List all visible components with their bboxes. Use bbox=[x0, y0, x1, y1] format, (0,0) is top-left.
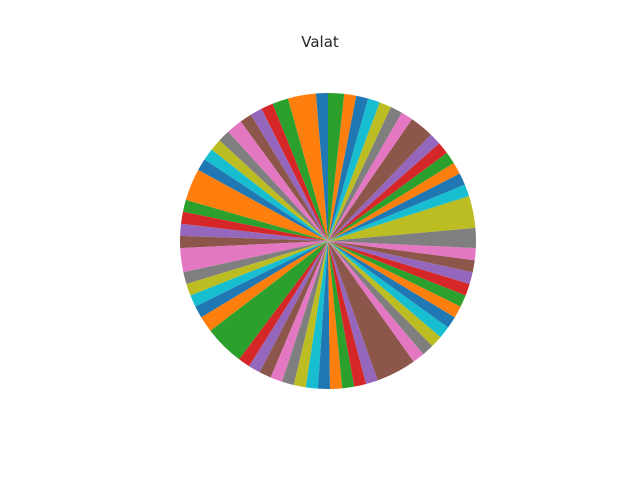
pie-slice bbox=[328, 227, 476, 249]
pie-slice bbox=[328, 241, 367, 387]
pie-slice bbox=[328, 241, 475, 273]
pie-slice bbox=[282, 241, 328, 385]
pie-slice bbox=[190, 241, 328, 307]
pie-slice bbox=[204, 149, 328, 241]
pie-slice bbox=[328, 241, 441, 347]
pie-slice bbox=[328, 102, 391, 241]
pie-slice bbox=[240, 114, 328, 241]
pie-slice bbox=[328, 241, 455, 328]
pie-slice bbox=[328, 196, 476, 241]
pie-slice bbox=[328, 241, 355, 389]
pie-slice bbox=[261, 103, 328, 241]
pie-slice bbox=[328, 241, 343, 389]
pie-slice bbox=[185, 169, 328, 241]
pie-slice bbox=[180, 235, 328, 249]
pie-slice bbox=[328, 152, 454, 241]
pie-slice bbox=[239, 241, 328, 367]
pie-slice bbox=[182, 199, 328, 241]
pie-slice bbox=[181, 211, 328, 241]
pie-slice bbox=[328, 241, 414, 381]
pie-slice bbox=[328, 93, 357, 241]
pie-slice bbox=[293, 241, 328, 388]
pie-slice bbox=[186, 241, 328, 296]
pie-slice bbox=[328, 119, 431, 241]
pie-slice bbox=[328, 107, 402, 241]
pie-slice bbox=[183, 241, 328, 285]
pie-slice bbox=[328, 241, 378, 384]
pie-slice bbox=[210, 241, 328, 360]
chart-title: Valat bbox=[301, 33, 339, 51]
pie-slice bbox=[328, 93, 345, 241]
pie-slice bbox=[328, 95, 369, 241]
pie-slice bbox=[180, 241, 328, 273]
pie-slice bbox=[198, 159, 328, 241]
pie-slice bbox=[328, 112, 413, 241]
pie-slice bbox=[328, 241, 461, 318]
pie-slice bbox=[249, 241, 328, 373]
pie-slice bbox=[228, 121, 328, 241]
pie-slice bbox=[328, 241, 449, 338]
pie-slice bbox=[328, 241, 424, 362]
pie-slice bbox=[317, 241, 331, 390]
pie-slice bbox=[219, 131, 328, 241]
pie-slice bbox=[328, 173, 465, 241]
pie-slice bbox=[328, 184, 470, 241]
pie-slice bbox=[250, 108, 328, 241]
pie-slice bbox=[315, 93, 328, 241]
pie-slice bbox=[305, 241, 328, 389]
pie-slice bbox=[287, 93, 328, 241]
pie-slice bbox=[180, 223, 328, 241]
pie-slice bbox=[328, 162, 460, 241]
pie-slice bbox=[328, 134, 440, 241]
pie-slice bbox=[270, 241, 328, 382]
pie-slice bbox=[211, 140, 328, 241]
pie-slice bbox=[328, 241, 466, 307]
pie-slice bbox=[328, 98, 380, 241]
pie-slice bbox=[195, 241, 328, 318]
pie-slice bbox=[272, 98, 328, 241]
pie-slice bbox=[328, 241, 433, 355]
pie-slice bbox=[259, 241, 328, 378]
pie-slice bbox=[328, 241, 473, 285]
pie-slice bbox=[328, 241, 470, 296]
pie-slice bbox=[328, 143, 447, 241]
pie-slice bbox=[328, 241, 476, 261]
pie-slice bbox=[201, 241, 328, 331]
